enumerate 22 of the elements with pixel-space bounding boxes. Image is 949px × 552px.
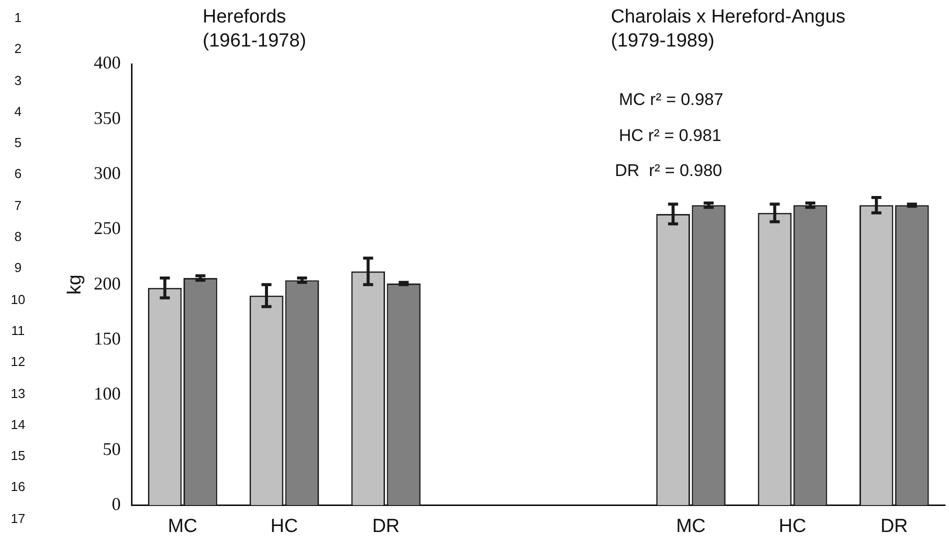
annotation: HC r² = 0.981 (618, 126, 722, 146)
y-tick-label: 250 (94, 218, 121, 238)
y-tick-label: 50 (102, 438, 121, 459)
x-tick-label: HC (270, 516, 298, 537)
y-tick-label: 100 (94, 384, 121, 404)
y-tick-label: 400 (94, 52, 121, 73)
y-tick-label: 200 (94, 273, 121, 294)
y-tick-label: 350 (94, 108, 121, 128)
x-tick-label: HC (778, 516, 806, 537)
text: Herefords (1961-1978) (202, 6, 306, 52)
text: 1 2 3 4 5 6 7 8 9 10 11 12 13 14 15 16 17 (10, 10, 26, 526)
x-tick-label: MC (676, 516, 706, 537)
y-tick-label: 150 (94, 328, 121, 348)
y-axis-title: kg (64, 274, 86, 295)
annotation: DR r² = 0.980 (614, 161, 722, 180)
x-tick-label: DR (372, 516, 400, 537)
x-tick-label: MC (168, 516, 198, 537)
y-tick-label: 0 (112, 494, 121, 514)
x-tick-label: DR (880, 516, 908, 537)
annotation: MC r² = 0.987 (618, 90, 724, 110)
y-tick-label: 300 (94, 163, 121, 184)
text: Charolais x Hereford-Angus (1979-1989) (610, 6, 846, 52)
